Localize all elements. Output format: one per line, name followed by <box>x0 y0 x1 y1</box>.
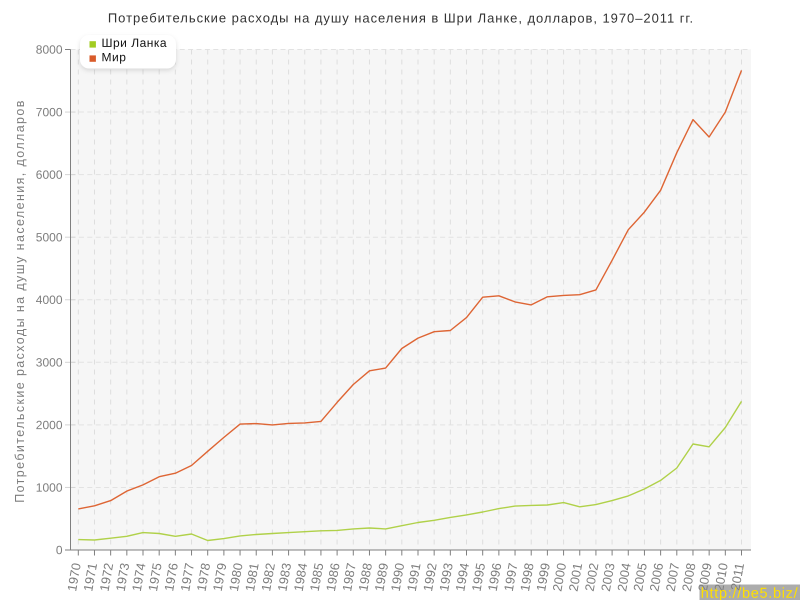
svg-text:8000: 8000 <box>36 43 63 57</box>
svg-text:1000: 1000 <box>36 481 63 495</box>
svg-text:2011: 2011 <box>728 562 748 592</box>
svg-text:1979: 1979 <box>210 562 230 593</box>
svg-text:4000: 4000 <box>36 293 63 307</box>
svg-text:1972: 1972 <box>97 562 117 593</box>
svg-text:2007: 2007 <box>663 562 683 593</box>
svg-text:1975: 1975 <box>145 562 165 593</box>
svg-text:7000: 7000 <box>36 105 63 119</box>
svg-text:1987: 1987 <box>339 562 359 593</box>
svg-text:1988: 1988 <box>355 562 375 593</box>
svg-text:1976: 1976 <box>161 562 181 593</box>
svg-text:1971: 1971 <box>80 562 100 593</box>
svg-text:Потребительские расходы на душ: Потребительские расходы на душу населени… <box>108 10 694 25</box>
svg-text:2000: 2000 <box>36 418 63 432</box>
svg-text:1992: 1992 <box>420 562 440 593</box>
svg-text:1993: 1993 <box>436 562 456 593</box>
svg-text:3000: 3000 <box>36 355 63 369</box>
svg-text:1977: 1977 <box>177 562 197 593</box>
svg-text:1986: 1986 <box>323 562 343 593</box>
svg-text:1978: 1978 <box>194 562 214 593</box>
svg-text:1983: 1983 <box>274 562 294 593</box>
svg-text:2006: 2006 <box>646 562 666 593</box>
svg-text:1994: 1994 <box>452 562 472 593</box>
svg-text:1981: 1981 <box>242 562 262 593</box>
svg-text:2008: 2008 <box>679 562 699 593</box>
svg-text:Мир: Мир <box>101 50 126 64</box>
svg-text:1973: 1973 <box>113 562 133 593</box>
svg-text:2004: 2004 <box>614 562 634 593</box>
svg-text:Шри Ланка: Шри Ланка <box>101 36 167 50</box>
svg-text:1984: 1984 <box>291 562 311 593</box>
svg-text:2003: 2003 <box>598 562 618 593</box>
svg-text:1997: 1997 <box>501 562 521 593</box>
svg-text:6000: 6000 <box>36 168 63 182</box>
svg-text:http://be5.biz/: http://be5.biz/ <box>701 586 799 600</box>
svg-text:5000: 5000 <box>36 230 63 244</box>
svg-text:1999: 1999 <box>533 562 553 593</box>
svg-text:2001: 2001 <box>566 562 586 593</box>
svg-text:1989: 1989 <box>371 562 391 593</box>
svg-text:2005: 2005 <box>630 562 650 593</box>
svg-text:2002: 2002 <box>582 562 602 593</box>
svg-text:1970: 1970 <box>64 562 84 593</box>
svg-text:1996: 1996 <box>485 562 505 593</box>
svg-text:Потребительские расходы на душ: Потребительские расходы на душу населени… <box>13 99 27 503</box>
svg-text:1990: 1990 <box>388 562 408 593</box>
svg-text:1991: 1991 <box>404 562 424 593</box>
svg-text:1982: 1982 <box>258 562 278 593</box>
svg-text:1985: 1985 <box>307 562 327 593</box>
svg-text:1998: 1998 <box>517 562 537 593</box>
svg-text:0: 0 <box>56 543 63 557</box>
svg-text:2000: 2000 <box>549 562 569 593</box>
svg-text:1995: 1995 <box>469 562 489 593</box>
svg-text:1980: 1980 <box>226 562 246 593</box>
svg-text:1974: 1974 <box>129 562 149 593</box>
